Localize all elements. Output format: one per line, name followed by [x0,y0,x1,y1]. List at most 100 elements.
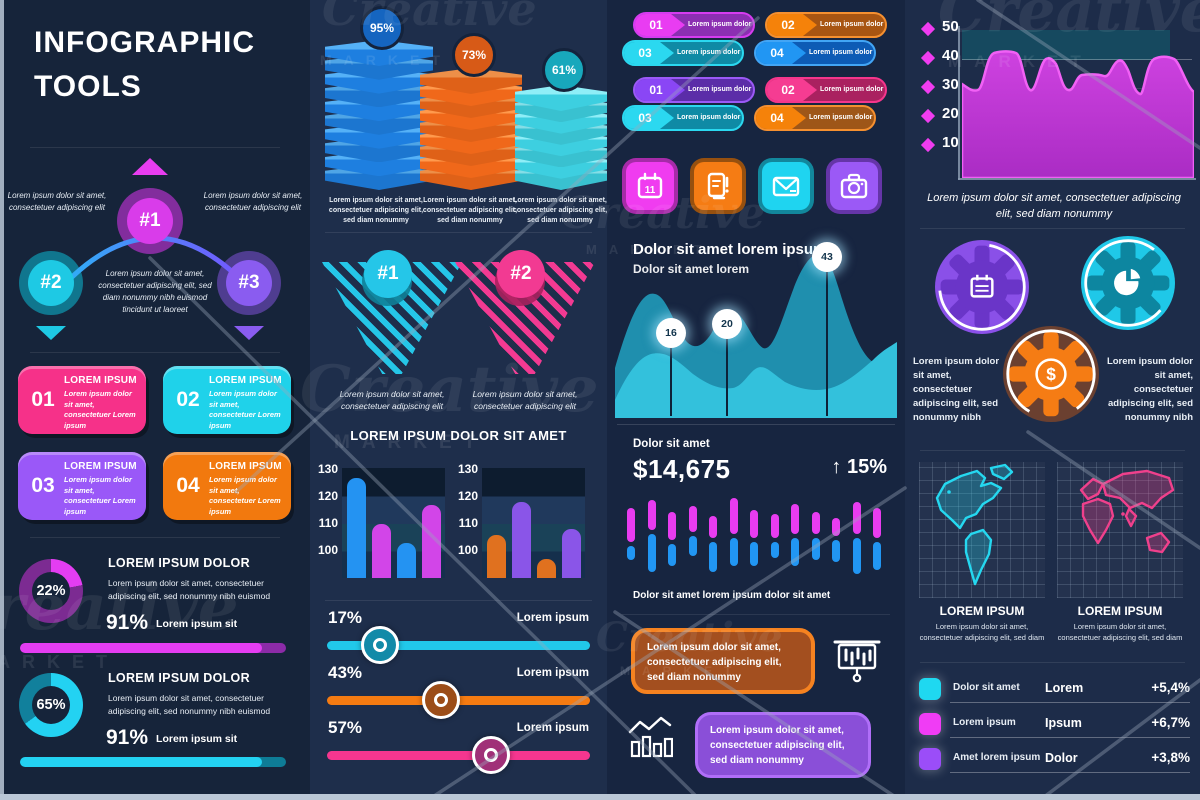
y-tick: 20 [942,105,959,122]
diamond-icon [920,137,936,153]
callout-box-orange: Lorem ipsum dolor sit amet, consectetuer… [631,628,815,694]
panel-mid-left: 95% 73% 61% Lorem ipsum dolor sit amet, … [310,0,607,800]
bar [372,524,391,578]
map-caption: Lorem ipsum dolor sit amet, consectetuer… [919,622,1045,642]
card-04: 04 LOREM IPSUM Lorem ipsum dolor sit ame… [163,452,291,520]
wave-chart-title: Dolor sit amet lorem ipsum [633,241,827,258]
candle-bar [688,506,697,532]
list-item-number: 01 [635,79,685,101]
pie-chart-icon [1114,268,1141,296]
slider-knob-2[interactable] [421,681,460,719]
divider [30,537,280,538]
card-number: 02 [176,388,200,411]
candle-bar [709,542,717,572]
tile-mail[interactable] [758,158,814,214]
y-tick: 100 [457,543,478,557]
list-item-number: 04 [756,107,806,129]
slider-track-3[interactable] [327,736,590,774]
legend-swatch-purple [919,748,941,770]
process-circle-2: #2 [28,260,74,306]
card-text: Lorem ipsum dolor sit amet, consectetuer… [209,475,281,516]
slider-knob-3[interactable] [471,736,510,774]
list-item-text: Lorem ipsum dolor sit [677,114,744,121]
funnel-badge-1: #1 [364,250,412,298]
candle-bar [729,538,738,566]
svg-text:$: $ [1046,364,1056,384]
kpi-label: Dolor sit amet [633,438,710,450]
y-tick: 110 [458,516,478,530]
tile-clipboard[interactable] [690,158,746,214]
progress-bar-1 [20,643,286,653]
progress-value: 91% [106,726,149,749]
bar [347,478,366,578]
gear-circle-dollar: $ [1003,326,1099,422]
candle-bar [770,542,779,558]
gear-caption-left: Lorem ipsum dolor sit amet, consectetuer… [913,356,1000,423]
kpi-caption: Dolor sit amet lorem ipsum dolor sit ame… [633,590,831,601]
bar [397,542,416,578]
funnel-label: #1 [377,263,399,284]
list-item-02: 02 Lorem ipsum dolor sit [765,12,887,38]
card-title: LOREM IPSUM [64,375,137,386]
candle-bar [668,544,676,566]
camera-icon [840,173,868,199]
y-tick: 130 [457,462,478,476]
data-marker-16: 16 [656,318,686,348]
tower-value: 61% [551,63,577,77]
divider [920,450,1185,451]
list-item-number: 02 [767,14,817,36]
page-title-line1: INFOGRAPHIC [34,26,255,59]
candle-bar [791,504,799,534]
slider-value: 43% [328,663,363,682]
list-item-number: 02 [767,79,817,101]
candle-bar [811,538,820,560]
calendar-icon: 11 [637,172,663,199]
candlestick-chart [623,498,891,582]
legend-mid: Ipsum [1045,716,1082,730]
gear-circle-pie [1081,236,1175,330]
divider [622,614,890,615]
stat-text: Lorem ipsum dolor sit amet, consectetuer… [108,578,271,601]
progress-value: 91% [106,611,149,634]
progress-fill [20,757,263,767]
candle-bar [873,542,881,570]
list-item-number: 03 [624,107,674,129]
mini-bar-chart-1 [342,468,445,578]
legend-underline [950,702,1190,703]
funnel-caption: Lorem ipsum dolor sit amet, consectetuer… [472,389,578,411]
progress-fill [20,643,263,653]
y-tick: 30 [942,76,959,93]
legend-value: +3,8% [1151,750,1190,765]
y-tick: 100 [317,543,338,557]
world-east-map-icon [1079,469,1175,554]
process-caption-center: Lorem ipsum dolor sit amet, consectetuer… [98,269,212,314]
slider-label: Lorem ipsum [516,722,589,734]
funnel-label: #2 [510,263,532,284]
list-item-number: 01 [635,14,685,36]
list-item-text: Lorem ipsum dolor sit [677,49,744,56]
candle-bar [852,538,861,574]
stacked-tower-3 [515,85,607,190]
donut-chart-22: 22% [19,559,83,623]
process-label-2: #2 [40,272,62,293]
diamond-icon [920,21,936,37]
slider-knob-1[interactable] [361,626,400,664]
map-world-east [1057,462,1183,598]
candle-bar [647,534,656,572]
slider-track-1[interactable] [327,626,590,664]
slider-label: Lorem ipsum [516,612,589,624]
donut-chart-65: 65% [19,673,83,737]
stacked-tower-2 [420,68,522,190]
tile-calendar[interactable]: 11 [622,158,678,214]
slider-track-2[interactable] [327,681,590,719]
tower-caption: Lorem ipsum dolor sit amet, consectetuer… [328,197,424,224]
gear-caption-right: Lorem ipsum dolor sit amet, consectetuer… [1106,356,1193,423]
tile-camera[interactable] [826,158,882,214]
card-01: 01 LOREM IPSUM Lorem ipsum dolor sit ame… [18,366,146,434]
diamond-icon [920,50,936,66]
list-item-text: Lorem ipsum dolor sit [820,86,887,93]
bar [487,534,506,578]
list-item-04: 04 Lorem ipsum dolor sit [754,40,876,66]
gear-circle-calendar [935,240,1029,334]
